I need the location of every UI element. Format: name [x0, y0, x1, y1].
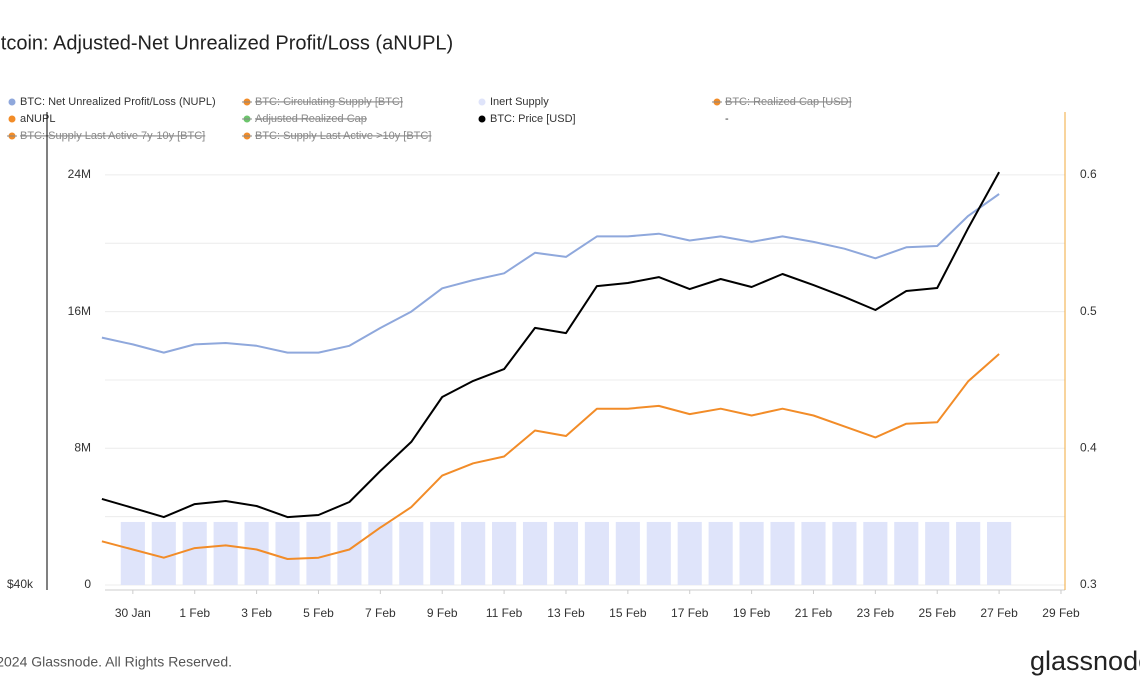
- bar: [553, 521, 579, 585]
- legend: BTC: Net Unrealized Profit/Loss (NUPL) BT…: [7, 96, 852, 142]
- legend-label: -: [725, 113, 729, 125]
- y2-tick-label: 0.6: [1080, 167, 1097, 181]
- y-tick-label: 8M: [74, 440, 91, 454]
- x-tick-label: 30 Jan: [115, 606, 151, 620]
- legend-label: BTC: Supply Last Active >10y [BTC]: [255, 130, 431, 142]
- x-tick-label: 11 Feb: [486, 606, 523, 620]
- bar: [894, 521, 919, 585]
- bar: [120, 521, 145, 585]
- bar: [151, 521, 176, 585]
- legend-label: BTC: Net Unrealized Profit/Loss (NUPL): [20, 96, 216, 108]
- bar: [987, 521, 1012, 585]
- legend-label: BTC: Supply Last Active 7y-10y [BTC]: [20, 130, 205, 142]
- x-tick-label: 1 Feb: [179, 606, 210, 620]
- y-tick-label: 0: [84, 577, 91, 591]
- legend-label: BTC: Price [USD]: [490, 113, 576, 125]
- bar: [430, 521, 455, 585]
- y3-tick-label: $40k: [7, 577, 34, 591]
- x-tick-label: 5 Feb: [303, 606, 334, 620]
- bar: [801, 521, 826, 585]
- x-tick-label: 9 Feb: [427, 606, 458, 620]
- bar: [863, 521, 888, 585]
- y2-tick-label: 0.5: [1080, 304, 1097, 318]
- legend-marker: [478, 115, 486, 123]
- legend-marker: [8, 98, 16, 106]
- bar: [522, 521, 548, 585]
- bar: [182, 521, 207, 585]
- bar: [770, 521, 795, 585]
- x-tick-label: 25 Feb: [919, 606, 957, 620]
- y-tick-label: 24M: [68, 167, 91, 181]
- x-tick-label: 21 Feb: [795, 606, 833, 620]
- legend-label: aNUPL: [20, 113, 55, 125]
- line: [101, 193, 1000, 354]
- legend-label: Adjusted Realized Cap: [255, 113, 367, 125]
- x-tick-label: 19 Feb: [733, 606, 771, 620]
- bar: [492, 521, 517, 585]
- legend-marker: [8, 115, 16, 123]
- line: [101, 171, 1000, 519]
- x-tick-label: 29 Feb: [1042, 606, 1080, 620]
- bar: [213, 521, 238, 585]
- bar: [461, 521, 486, 585]
- plot-area: 0 8M 16M 24M 0.3 0.4 0.5 0.6 $40k 30 Jan 1 Feb 3 Fe…: [7, 112, 1097, 620]
- bar: [925, 521, 950, 585]
- y2-tick-label: 0.3: [1080, 577, 1097, 591]
- bar: [832, 521, 857, 585]
- line: [101, 353, 1000, 560]
- brand: glassnode: [1030, 646, 1140, 676]
- x-tick-label: 17 Feb: [671, 606, 709, 620]
- bar: [677, 521, 702, 585]
- bar: [739, 521, 764, 585]
- bar: [368, 521, 393, 585]
- bar: [584, 521, 609, 585]
- x-tick-label: 23 Feb: [857, 606, 895, 620]
- x-tick-label: 7 Feb: [365, 606, 396, 620]
- legend-label: BTC: Realized Cap [USD]: [725, 96, 852, 108]
- bar: [306, 521, 331, 585]
- bar: [646, 521, 671, 585]
- bar: [337, 521, 362, 585]
- x-tick-label: 3 Feb: [241, 606, 272, 620]
- footer: © 2024 Glassnode. All Rights Reserved.: [0, 654, 232, 670]
- y2-tick-label: 0.4: [1080, 440, 1097, 454]
- y-tick-label: 16M: [68, 304, 91, 318]
- x-tick-label: 27 Feb: [980, 606, 1018, 620]
- legend-label: BTC: Circulating Supply [BTC]: [255, 96, 403, 108]
- chart-title: Bitcoin: Adjusted-Net Unrealized Profit/…: [0, 32, 453, 54]
- x-tick-label: 15 Feb: [609, 606, 647, 620]
- bar: [615, 521, 640, 585]
- bar: [399, 521, 424, 585]
- bar: [708, 521, 733, 585]
- bar: [956, 521, 981, 585]
- bar: [275, 521, 300, 585]
- legend-label: Inert Supply: [490, 96, 549, 108]
- legend-marker: [478, 98, 486, 106]
- x-tick-label: 13 Feb: [547, 606, 585, 620]
- bar: [244, 521, 269, 585]
